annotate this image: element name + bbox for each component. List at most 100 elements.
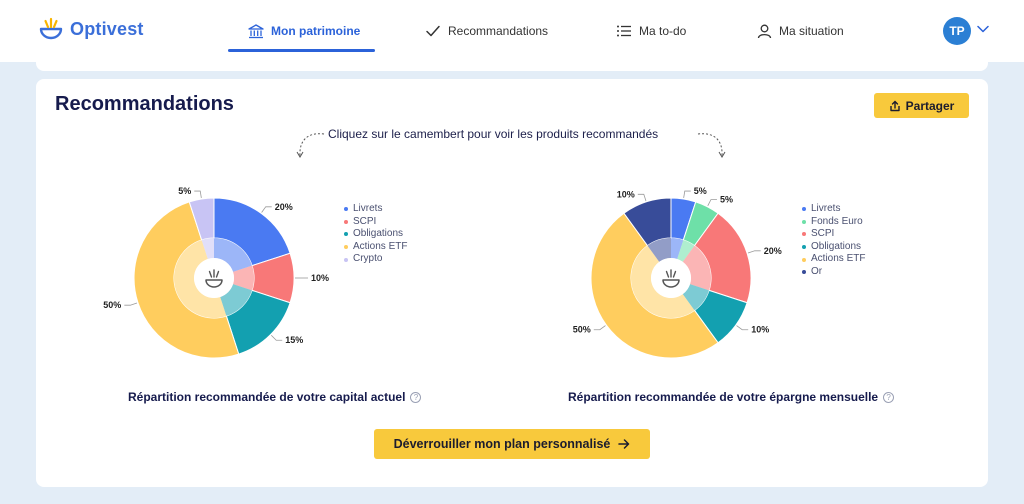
user-avatar[interactable]: TP — [943, 17, 971, 45]
share-button-label: Partager — [905, 98, 955, 113]
epargne-chart-caption: Répartition recommandée de votre épargne… — [568, 390, 895, 404]
legend-label: SCPI — [353, 215, 377, 227]
app-name: Optivest — [70, 18, 144, 39]
nav-tab-label: Ma to-do — [639, 24, 687, 38]
pie-center — [651, 258, 691, 298]
pie-leader-line — [747, 250, 761, 254]
pie-leader-line — [270, 334, 283, 341]
legend-dot — [802, 257, 806, 262]
bank-icon — [248, 23, 264, 38]
legend-item-actions-etf: Actions ETF — [802, 253, 865, 266]
pie-inner-ring-fonds-euro — [677, 239, 695, 262]
share-icon — [889, 100, 900, 111]
pie-inner-ring-scpi — [233, 265, 255, 291]
nav-tab-ma-to-do[interactable]: Ma to-do — [616, 0, 686, 62]
legend-dot — [802, 270, 806, 275]
page-title: Recommandations — [55, 93, 234, 115]
legend-dot — [802, 219, 806, 224]
pie-label-crypto: 5% — [178, 186, 191, 196]
unlock-plan-button[interactable]: Déverrouiller mon plan personnalisé — [374, 429, 650, 459]
list-icon — [617, 25, 631, 37]
active-tab-indicator — [228, 49, 375, 52]
legend-dot — [344, 232, 348, 237]
legend-item-livrets: Livrets — [344, 203, 407, 216]
pie-leader-line — [707, 199, 717, 207]
legend-label: SCPI — [811, 228, 835, 240]
legend-dot — [802, 232, 806, 237]
legend-label: Obligations — [353, 228, 404, 240]
epargne-pie-chart[interactable]: 5% 5% 20% 10% 50% 10% — [551, 178, 791, 378]
legend-item-livrets: Livrets — [802, 203, 865, 216]
check-icon — [426, 25, 440, 37]
pie-leader-line — [593, 325, 606, 331]
legend-item-obligations: Obligations — [802, 241, 865, 254]
legend-item-scpi: SCPI — [344, 216, 407, 229]
legend-label: Livrets — [353, 203, 383, 214]
nav-tab-label: Mon patrimoine — [271, 24, 361, 38]
legend-dot — [344, 257, 348, 262]
pie-label-scpi: 10% — [311, 273, 329, 283]
legend-item-crypto: Crypto — [344, 253, 407, 266]
legend-item-scpi: SCPI — [802, 228, 865, 241]
pie-inner-ring-obligations — [220, 284, 253, 317]
legend-dot — [802, 207, 806, 212]
pie-leader-line — [637, 193, 647, 202]
share-button[interactable]: Partager — [874, 93, 969, 118]
pie-leader-line — [194, 190, 202, 199]
pie-label-or: 10% — [617, 189, 635, 199]
pie-inner-ring-obligations — [682, 284, 710, 311]
unlock-plan-label: Déverrouiller mon plan personnalisé — [393, 437, 611, 451]
pie-label-fonds-euro: 5% — [720, 195, 733, 205]
legend-dot — [344, 219, 348, 224]
pie-inner-ring-actions-etf — [174, 239, 227, 318]
legend-label: Actions ETF — [811, 253, 866, 265]
curved-arrow-right-icon — [697, 133, 726, 158]
pie-label-livrets: 20% — [275, 202, 293, 212]
bowl-icon — [662, 269, 680, 288]
pie-inner-ring-livrets — [214, 238, 253, 272]
help-icon[interactable]: ? — [883, 391, 895, 403]
pie-label-obligations: 15% — [285, 335, 303, 345]
legend-label: Obligations — [811, 240, 862, 252]
legend-label: Or — [811, 265, 823, 277]
pie-leader-line — [736, 325, 749, 331]
legend-item-obligations: Obligations — [344, 228, 407, 241]
legend-label: Livrets — [811, 203, 841, 214]
nav-tab-label: Recommandations — [448, 24, 549, 38]
pie-inner-ring-crypto — [201, 238, 214, 259]
pie-label-livrets: 5% — [694, 186, 707, 196]
previous-card-edge — [36, 62, 988, 71]
bowl-logo-icon — [39, 17, 63, 40]
pie-label-actions-etf: 50% — [573, 325, 591, 335]
legend-item-fonds-euro: Fonds Euro — [802, 216, 865, 229]
top-navigation-bar: Optivest Mon patrimoine Recommandations … — [0, 0, 1024, 62]
pie-inner-ring-livrets — [671, 238, 684, 259]
help-icon[interactable]: ? — [410, 391, 422, 403]
nav-tab-label: Ma situation — [779, 24, 844, 38]
pie-center — [194, 258, 234, 298]
pie-inner-ring-or — [647, 238, 671, 262]
nav-tab-mon-patrimoine[interactable]: Mon patrimoine — [248, 0, 360, 62]
logo[interactable]: Optivest — [38, 17, 144, 41]
legend-label: Crypto — [353, 253, 383, 265]
legend-item-or: Or — [802, 266, 865, 279]
pie-click-hint: Cliquez sur le camembert pour voir les p… — [328, 127, 659, 141]
caption-text: Répartition recommandée de votre épargne… — [568, 390, 879, 404]
nav-tab-ma-situation[interactable]: Ma situation — [757, 0, 844, 62]
pie-leader-line — [683, 190, 691, 199]
nav-tab-recommandations[interactable]: Recommandations — [425, 0, 548, 62]
legend-dot — [344, 207, 348, 212]
epargne-pie-legend: Livrets Fonds Euro SCPI Obligations Actions … — [802, 203, 865, 279]
curved-arrow-left-icon — [296, 133, 325, 158]
arrow-right-icon — [618, 439, 630, 449]
legend-dot — [344, 245, 348, 250]
capital-pie-chart[interactable]: 20% 10% 15% 50% 5% — [94, 178, 334, 378]
caption-text: Répartition recommandée de votre capital… — [128, 390, 406, 404]
legend-dot — [802, 245, 806, 250]
pie-inner-ring-actions-etf — [631, 245, 695, 318]
bowl-icon — [205, 269, 223, 288]
legend-item-actions-etf: Actions ETF — [344, 241, 407, 254]
chevron-down-icon[interactable] — [977, 25, 989, 33]
pie-label-actions-etf: 50% — [103, 300, 121, 310]
user-icon — [757, 24, 772, 38]
